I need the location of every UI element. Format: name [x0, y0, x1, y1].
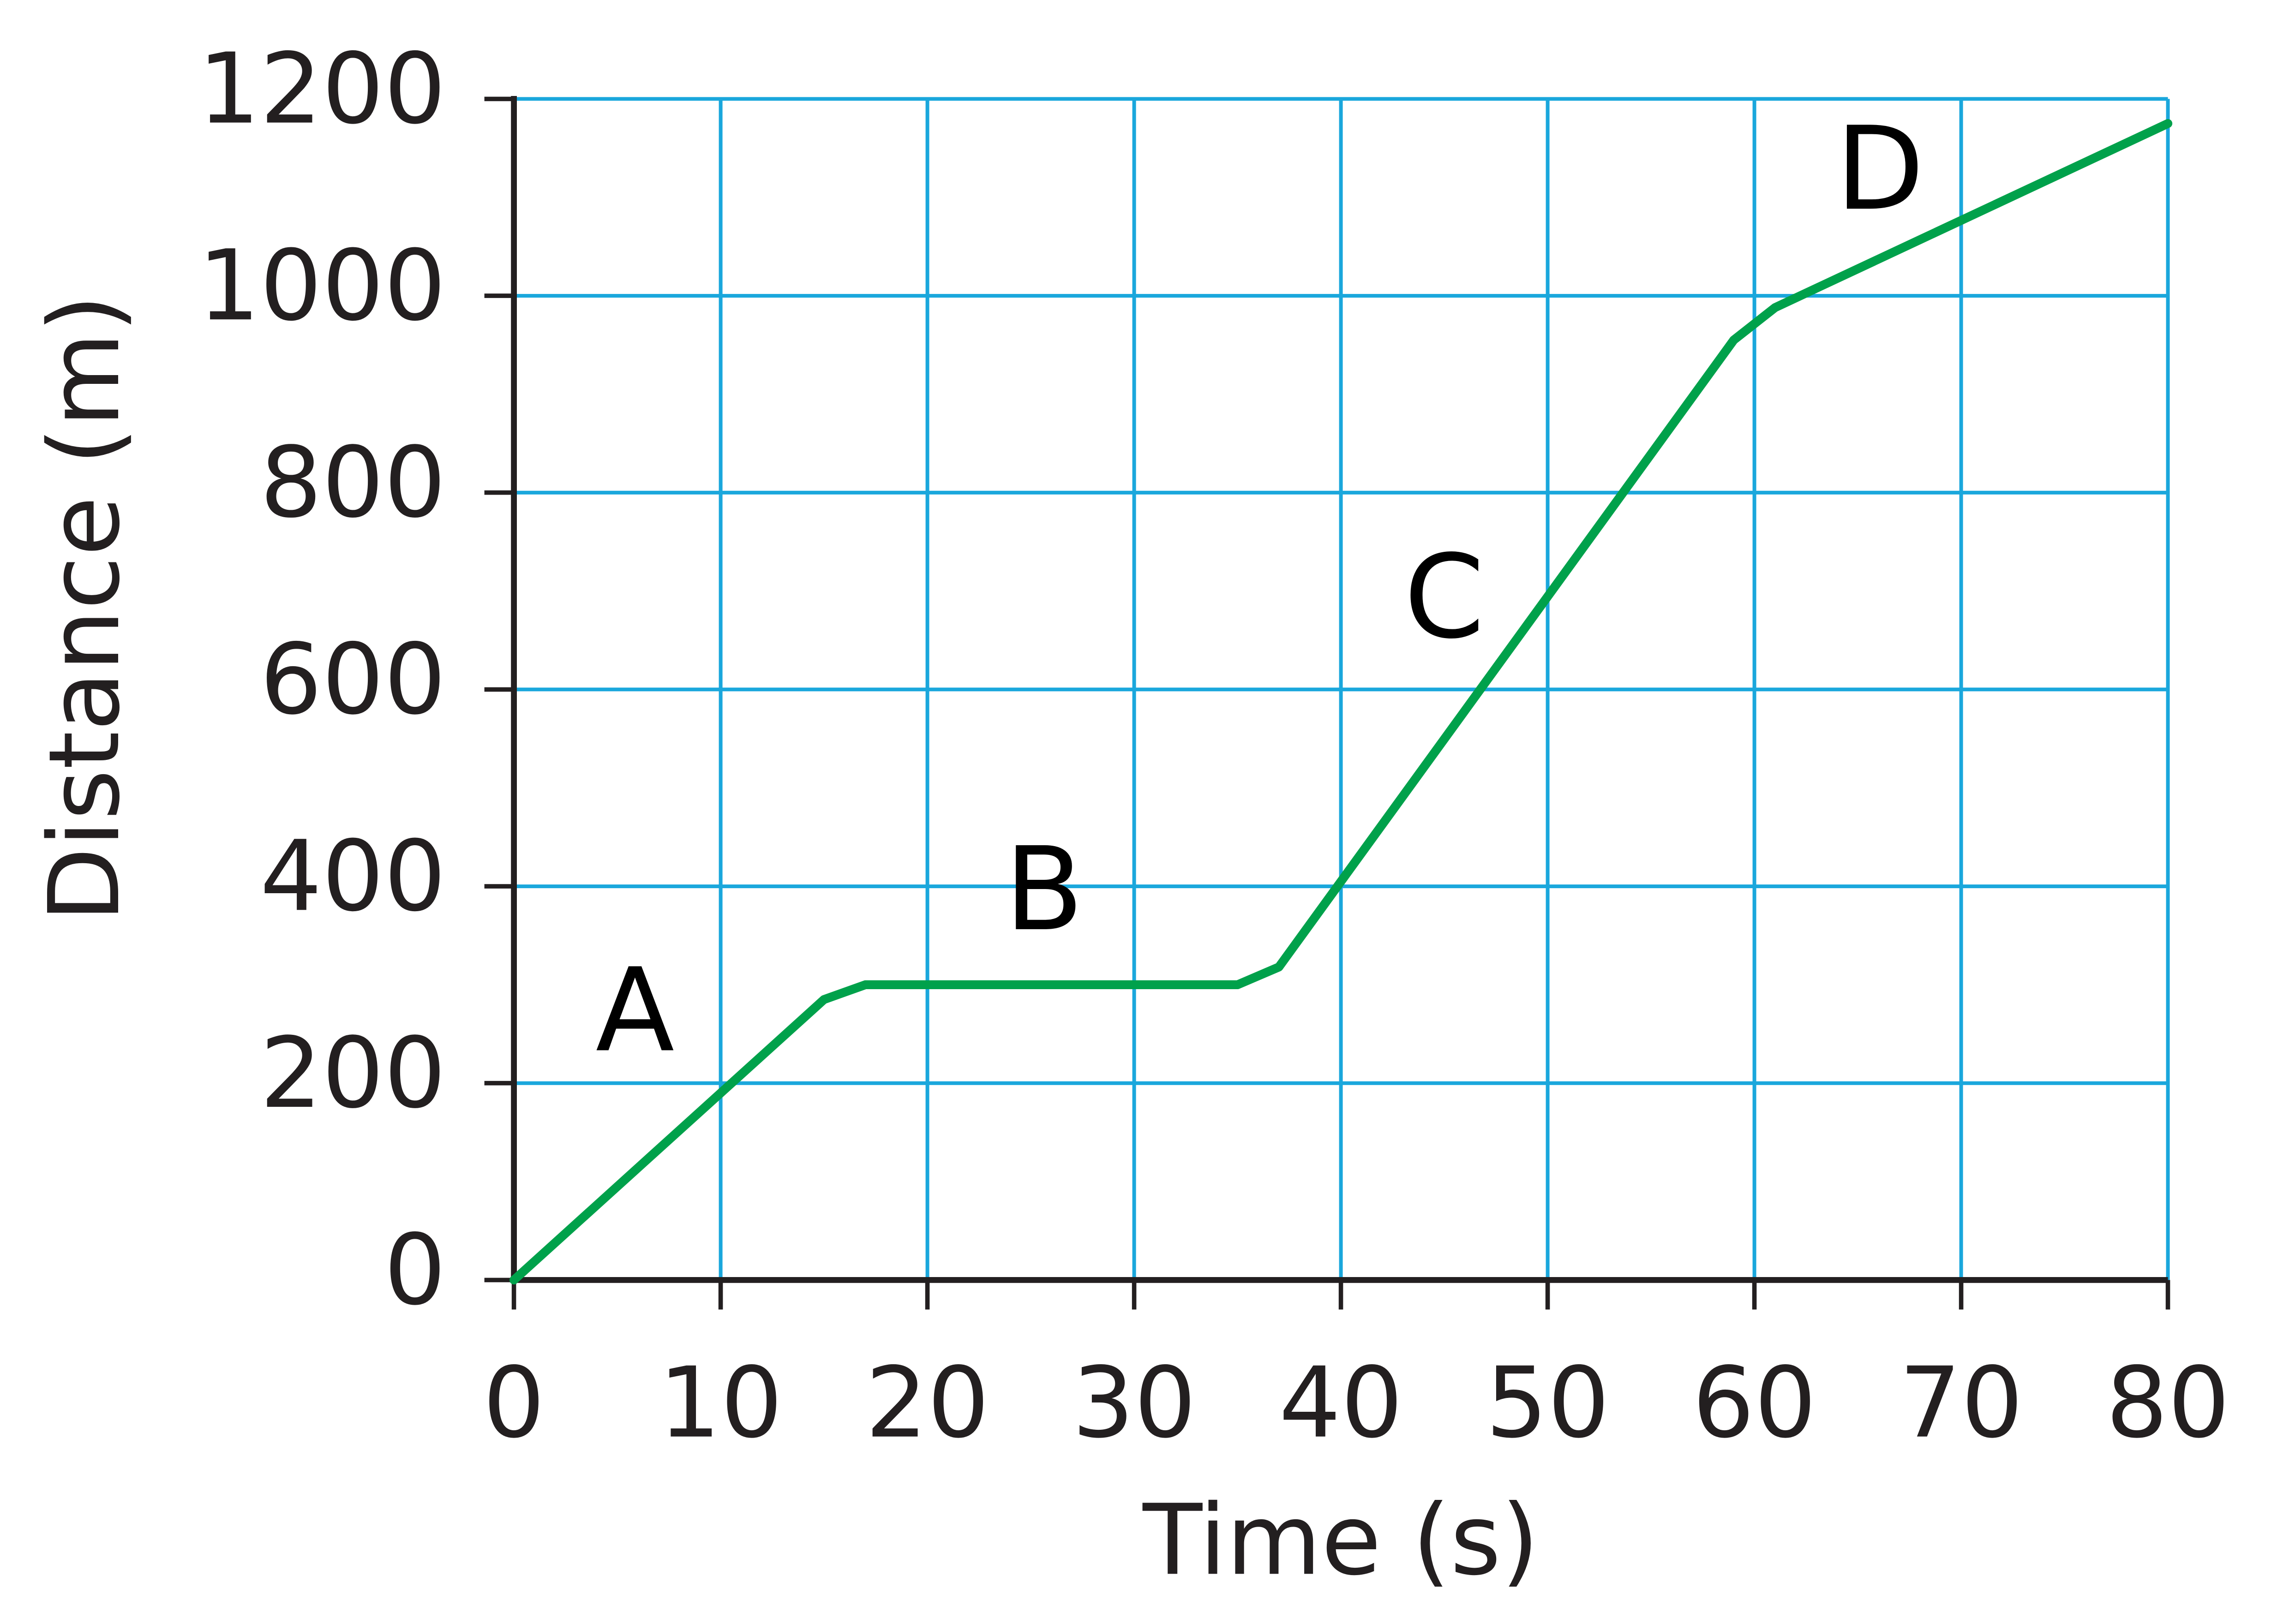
y-tick-label: 1200 — [198, 32, 446, 146]
y-tick-label: 400 — [260, 819, 446, 933]
segment-label: C — [1404, 530, 1484, 664]
segment-label: A — [596, 943, 675, 1077]
y-axis-title: Distance (m) — [28, 294, 141, 922]
x-tick-label: 80 — [2106, 1346, 2230, 1460]
x-tick-label: 50 — [1486, 1346, 1610, 1460]
y-tick-label: 0 — [384, 1213, 446, 1327]
x-tick-label: 20 — [865, 1346, 989, 1460]
segment-label: D — [1835, 102, 1924, 236]
x-tick-label: 30 — [1072, 1346, 1196, 1460]
y-tick-label: 800 — [260, 426, 446, 539]
x-tick-label: 70 — [1899, 1346, 2023, 1460]
y-tick-label: 600 — [260, 623, 446, 736]
y-tick-label: 200 — [260, 1016, 446, 1130]
x-tick-label: 40 — [1279, 1346, 1403, 1460]
data-line — [509, 119, 2173, 1284]
x-axis-title: Time (s) — [1142, 1483, 1539, 1597]
segment-label: B — [1005, 822, 1084, 956]
x-tick-label: 60 — [1692, 1346, 1816, 1460]
y-tick-label: 1000 — [198, 229, 446, 342]
x-tick-label: 10 — [659, 1346, 783, 1460]
x-tick-label: 0 — [483, 1346, 545, 1460]
